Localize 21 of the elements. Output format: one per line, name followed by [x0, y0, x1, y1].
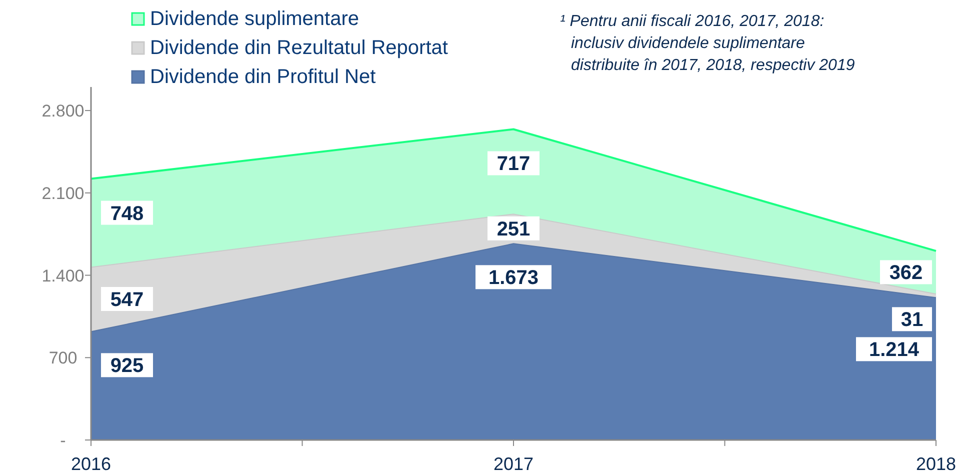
data-label: 748 — [110, 202, 144, 225]
data-label: 1.673 — [488, 267, 539, 290]
x-tick-label: 2016 — [70, 454, 112, 474]
x-tick-label: 2017 — [493, 454, 534, 474]
data-label: 31 — [900, 309, 924, 332]
x-tick-label: 2018 — [916, 454, 956, 474]
text: ¹ Pentru anii fiscali 2016, 2017, 2018: inclusiv dividendele suplimentare distribuite în 2017, 2018, respectiv 2019 — [560, 13, 855, 74]
data-label: 717 — [496, 153, 530, 176]
y-tick-label: 2.100 — [42, 184, 84, 203]
legend-label: Dividende suplimentare — [150, 8, 360, 30]
data-label: 1.214 — [868, 339, 920, 362]
data-label: 547 — [110, 288, 144, 311]
y-tick-label: 2.800 — [42, 102, 84, 121]
y-tick-label: - — [60, 431, 66, 450]
y-tick-label: 1.400 — [42, 266, 84, 286]
data-label: 925 — [110, 355, 144, 378]
y-tick-label: 700 — [48, 348, 78, 368]
legend-label: Dividende din Rezultatul Reportat — [150, 37, 448, 59]
data-label: 251 — [496, 218, 530, 240]
data-label: 362 — [889, 262, 923, 284]
legend-label: Dividende din Profitul Net — [150, 66, 376, 88]
